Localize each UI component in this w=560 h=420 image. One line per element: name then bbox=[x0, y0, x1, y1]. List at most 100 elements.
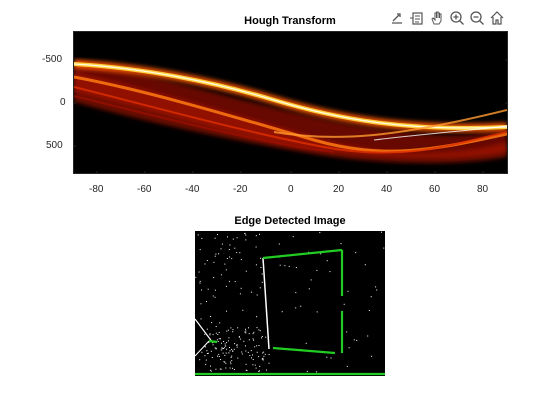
edge-pixel bbox=[223, 361, 225, 363]
edge-pixel bbox=[204, 333, 206, 335]
pan-icon[interactable] bbox=[428, 9, 446, 27]
edge-pixel bbox=[211, 356, 213, 358]
edge-pixel bbox=[244, 233, 246, 235]
export-icon[interactable] bbox=[388, 9, 406, 27]
edge-pixel bbox=[278, 243, 280, 245]
edge-pixel bbox=[226, 342, 227, 344]
edge-pixel bbox=[233, 348, 235, 350]
edge-pixel bbox=[251, 357, 252, 359]
edge-pixel bbox=[195, 276, 197, 278]
hough-title: Hough Transform bbox=[244, 15, 336, 27]
edge-pixel bbox=[264, 353, 266, 355]
edge-pixel bbox=[230, 327, 232, 329]
edge-pixel bbox=[232, 331, 234, 333]
edge-pixel bbox=[207, 288, 209, 290]
edge-pixel bbox=[237, 357, 239, 359]
edge-pixel bbox=[226, 258, 228, 259]
x-tick-label: -60 bbox=[137, 184, 152, 195]
edge-pixel bbox=[343, 303, 345, 305]
edge-pixel bbox=[236, 344, 238, 346]
edge-pixel bbox=[245, 270, 247, 272]
edge-pixel bbox=[279, 264, 281, 266]
edge-pixel bbox=[218, 338, 220, 340]
edge-pixel bbox=[216, 339, 218, 341]
edge-pixel bbox=[198, 271, 200, 273]
zoom-in-icon[interactable] bbox=[448, 9, 466, 27]
edge-pixel bbox=[236, 252, 238, 254]
home-icon[interactable] bbox=[488, 9, 506, 27]
edge-pixel bbox=[220, 349, 222, 351]
edge-pixel bbox=[229, 244, 231, 246]
edge-pixel bbox=[245, 328, 246, 330]
edge-pixel bbox=[262, 359, 264, 361]
edge-pixel bbox=[227, 236, 228, 238]
edge-pixel bbox=[229, 347, 230, 348]
zoom-out-icon[interactable] bbox=[468, 9, 486, 27]
hough-axes bbox=[73, 31, 508, 174]
edge-pixel bbox=[254, 346, 256, 348]
edge-pixel bbox=[259, 233, 260, 235]
edge-pixel bbox=[375, 286, 377, 288]
x-tick-label: -80 bbox=[89, 184, 104, 195]
edge-pixel bbox=[330, 357, 332, 359]
x-tick-label: -40 bbox=[185, 184, 200, 195]
edge-pixel bbox=[227, 340, 229, 342]
edge-pixel bbox=[215, 253, 217, 255]
edge-pixel bbox=[214, 289, 216, 291]
edge-pixel bbox=[259, 287, 261, 289]
edge-pixel bbox=[212, 344, 214, 346]
y-tick-label: 500 bbox=[46, 140, 63, 151]
edge-pixel bbox=[224, 263, 226, 265]
edge-pixel bbox=[220, 359, 222, 360]
edge-pixel bbox=[239, 252, 241, 254]
edge-pixel bbox=[233, 369, 235, 370]
edge-pixel bbox=[215, 332, 217, 334]
edge-pixel bbox=[205, 346, 206, 348]
edge-pixel bbox=[210, 350, 212, 352]
edge-pixel bbox=[234, 281, 236, 283]
edge-pixel bbox=[356, 339, 358, 341]
edge-pixel bbox=[207, 352, 209, 354]
edge-pixel bbox=[205, 359, 207, 361]
edge-pixel bbox=[218, 356, 220, 357]
edge-pixel bbox=[310, 279, 312, 281]
edge-pixel bbox=[236, 346, 238, 348]
edge-pixel bbox=[238, 336, 240, 338]
x-tick-label: 60 bbox=[429, 184, 441, 195]
edge-pixel bbox=[261, 281, 263, 283]
edge-pixel bbox=[239, 338, 241, 340]
edge-pixel bbox=[221, 348, 223, 350]
edge-pixel bbox=[220, 338, 221, 340]
edge-pixel bbox=[256, 345, 258, 347]
edge-pixel bbox=[340, 243, 342, 245]
edge-pixel bbox=[210, 365, 211, 367]
edge-pixel bbox=[261, 358, 263, 360]
edge-pixel bbox=[245, 350, 247, 352]
edge-pixel bbox=[210, 316, 212, 317]
x-tick-label: 20 bbox=[333, 184, 345, 195]
edge-pixel bbox=[240, 287, 242, 289]
edge-pixel bbox=[228, 280, 230, 282]
edge-pixel bbox=[252, 333, 254, 335]
edge-pixel bbox=[255, 264, 257, 266]
edge-pixel bbox=[224, 354, 226, 356]
edge-pixel bbox=[353, 339, 355, 341]
edge-pixel bbox=[364, 264, 366, 266]
edge-pixel bbox=[329, 271, 331, 273]
edge-pixel bbox=[252, 364, 254, 366]
edge-pixel bbox=[236, 237, 238, 239]
x-tick-label: -20 bbox=[233, 184, 248, 195]
edge-pixel bbox=[250, 350, 252, 352]
edge-pixel bbox=[226, 310, 227, 312]
edge-pixel bbox=[258, 371, 260, 372]
edge-pixel bbox=[215, 326, 217, 327]
edge-pixel bbox=[260, 267, 262, 268]
data-tips-icon[interactable] bbox=[408, 9, 426, 27]
edge-pixel bbox=[221, 347, 223, 349]
edge-pixel bbox=[204, 263, 206, 265]
edge-pixel bbox=[199, 280, 201, 282]
edge-pixel bbox=[201, 351, 203, 353]
edge-pixel bbox=[228, 352, 230, 354]
edge-pixel bbox=[376, 289, 378, 291]
edge-pixel bbox=[355, 252, 357, 254]
